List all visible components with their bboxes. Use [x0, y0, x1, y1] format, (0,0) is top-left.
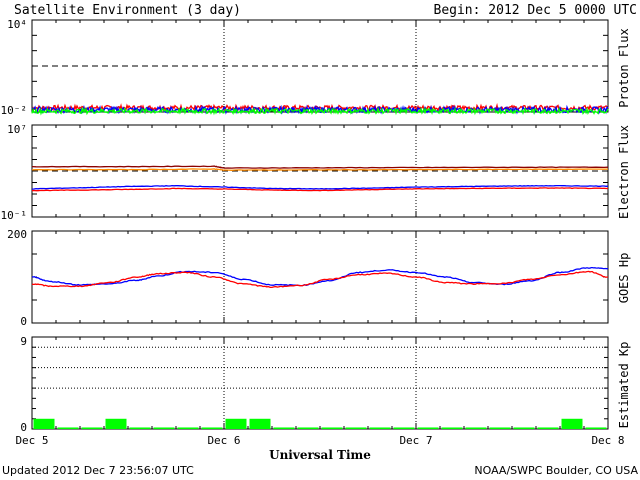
electron-flux-panel: [31, 124, 609, 218]
electron-ytick-bottom: 10⁻¹: [1, 209, 28, 222]
proton-series-green: [31, 106, 609, 116]
estimated-kp-label: Estimated Kp: [617, 342, 631, 429]
kp-bar: [81, 427, 103, 429]
chart-title: Satellite Environment (3 day): [14, 3, 241, 18]
electron-series-blue: [31, 184, 609, 190]
proton-flux-panel: [31, 19, 609, 116]
kp-bar: [513, 427, 535, 429]
kp-bar: [57, 427, 79, 429]
kp-bar: [105, 418, 127, 429]
electron-flux-label: Electron Flux: [617, 125, 631, 219]
kp-bar: [225, 418, 247, 429]
estimated-kp-panel: [31, 336, 609, 430]
kp-bar: [441, 427, 463, 429]
kp-bar: [465, 427, 487, 429]
kp-frame: [31, 336, 609, 430]
hp-series-blue: [31, 266, 608, 287]
electron-series-orange: [31, 168, 609, 172]
kp-bar: [153, 427, 175, 429]
kp-bar: [585, 427, 607, 429]
kp-ytick-top: 9: [20, 335, 27, 348]
kp-bar: [561, 418, 583, 429]
kp-bar: [321, 427, 343, 429]
kp-bar: [537, 427, 559, 429]
proton-flux-label: Proton Flux: [617, 28, 631, 107]
kp-bar: [369, 427, 391, 429]
proton-frame: [31, 19, 609, 113]
kp-bar: [273, 427, 295, 429]
electron-frame: [31, 124, 609, 218]
kp-bar: [201, 427, 223, 429]
kp-bar: [345, 427, 367, 429]
proton-ytick-bottom: 10⁻²: [1, 104, 28, 117]
x-axis-title: Universal Time: [269, 448, 371, 462]
kp-bar: [489, 427, 511, 429]
updated-timestamp: Updated 2012 Dec 7 23:56:07 UTC: [2, 464, 194, 477]
electron-series-darkred: [31, 165, 609, 169]
kp-bar: [249, 418, 271, 429]
kp-ytick-bottom: 0: [20, 421, 27, 434]
proton-series-red: [31, 102, 609, 112]
source-credit: NOAA/SWPC Boulder, CO USA: [474, 464, 638, 477]
xtick-dec7: Dec 7: [399, 434, 432, 447]
hp-ytick-top: 200: [7, 228, 27, 241]
xtick-dec6: Dec 6: [207, 434, 240, 447]
hp-frame: [31, 230, 609, 324]
electron-ytick-top: 10⁷: [7, 123, 27, 136]
kp-bar: [297, 427, 319, 429]
goes-hp-label: GOES Hp: [617, 253, 631, 304]
electron-series-red: [31, 187, 608, 192]
kp-bar: [177, 427, 199, 429]
goes-hp-panel: [31, 230, 609, 324]
proton-ytick-top: 10⁴: [7, 18, 27, 31]
begin-time: Begin: 2012 Dec 5 0000 UTC: [434, 3, 638, 18]
xtick-dec5: Dec 5: [15, 434, 48, 447]
hp-ytick-bottom: 0: [20, 315, 27, 328]
kp-bar: [129, 427, 151, 429]
hp-series-red: [31, 270, 609, 289]
kp-bar: [393, 427, 415, 429]
kp-bar: [33, 418, 55, 429]
kp-bar: [417, 427, 439, 429]
xtick-dec8: Dec 8: [591, 434, 624, 447]
